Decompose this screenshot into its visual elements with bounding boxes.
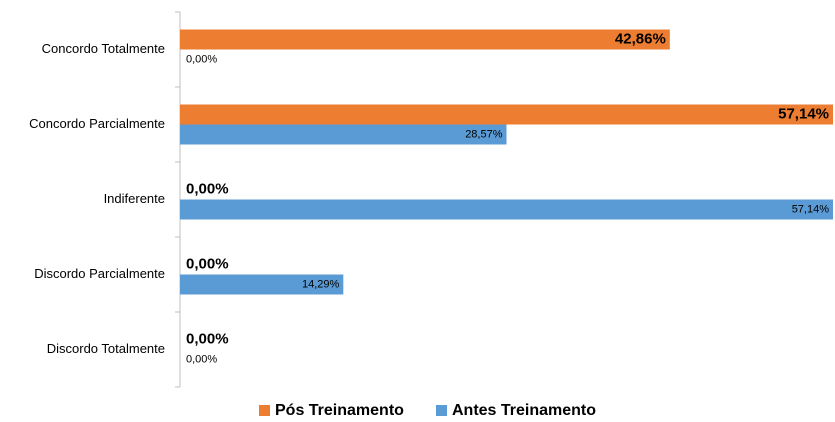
bar <box>180 104 833 125</box>
legend-swatch <box>259 405 270 416</box>
value-label: 0,00% <box>186 180 229 197</box>
value-label: 0,00% <box>186 330 229 347</box>
legend-swatch <box>436 405 447 416</box>
bar <box>180 199 833 220</box>
legend-label: Antes Treinamento <box>452 402 596 419</box>
bar <box>180 29 670 50</box>
value-label: 0,00% <box>186 255 229 272</box>
value-label: 57,14% <box>778 105 829 122</box>
bar <box>180 124 507 145</box>
value-label: 0,00% <box>186 53 217 65</box>
bar <box>180 274 344 295</box>
legend-label: Pós Treinamento <box>275 402 404 419</box>
category-label: Indiferente <box>104 191 165 206</box>
value-label: 42,86% <box>615 30 666 47</box>
value-label: 28,57% <box>465 128 503 140</box>
value-label: 14,29% <box>302 278 340 290</box>
value-label: 0,00% <box>186 353 217 365</box>
category-label: Concordo Totalmente <box>42 41 165 56</box>
category-label: Discordo Totalmente <box>47 341 165 356</box>
category-label: Discordo Parcialmente <box>34 266 165 281</box>
category-label: Concordo Parcialmente <box>29 116 165 131</box>
value-label: 57,14% <box>792 203 830 215</box>
